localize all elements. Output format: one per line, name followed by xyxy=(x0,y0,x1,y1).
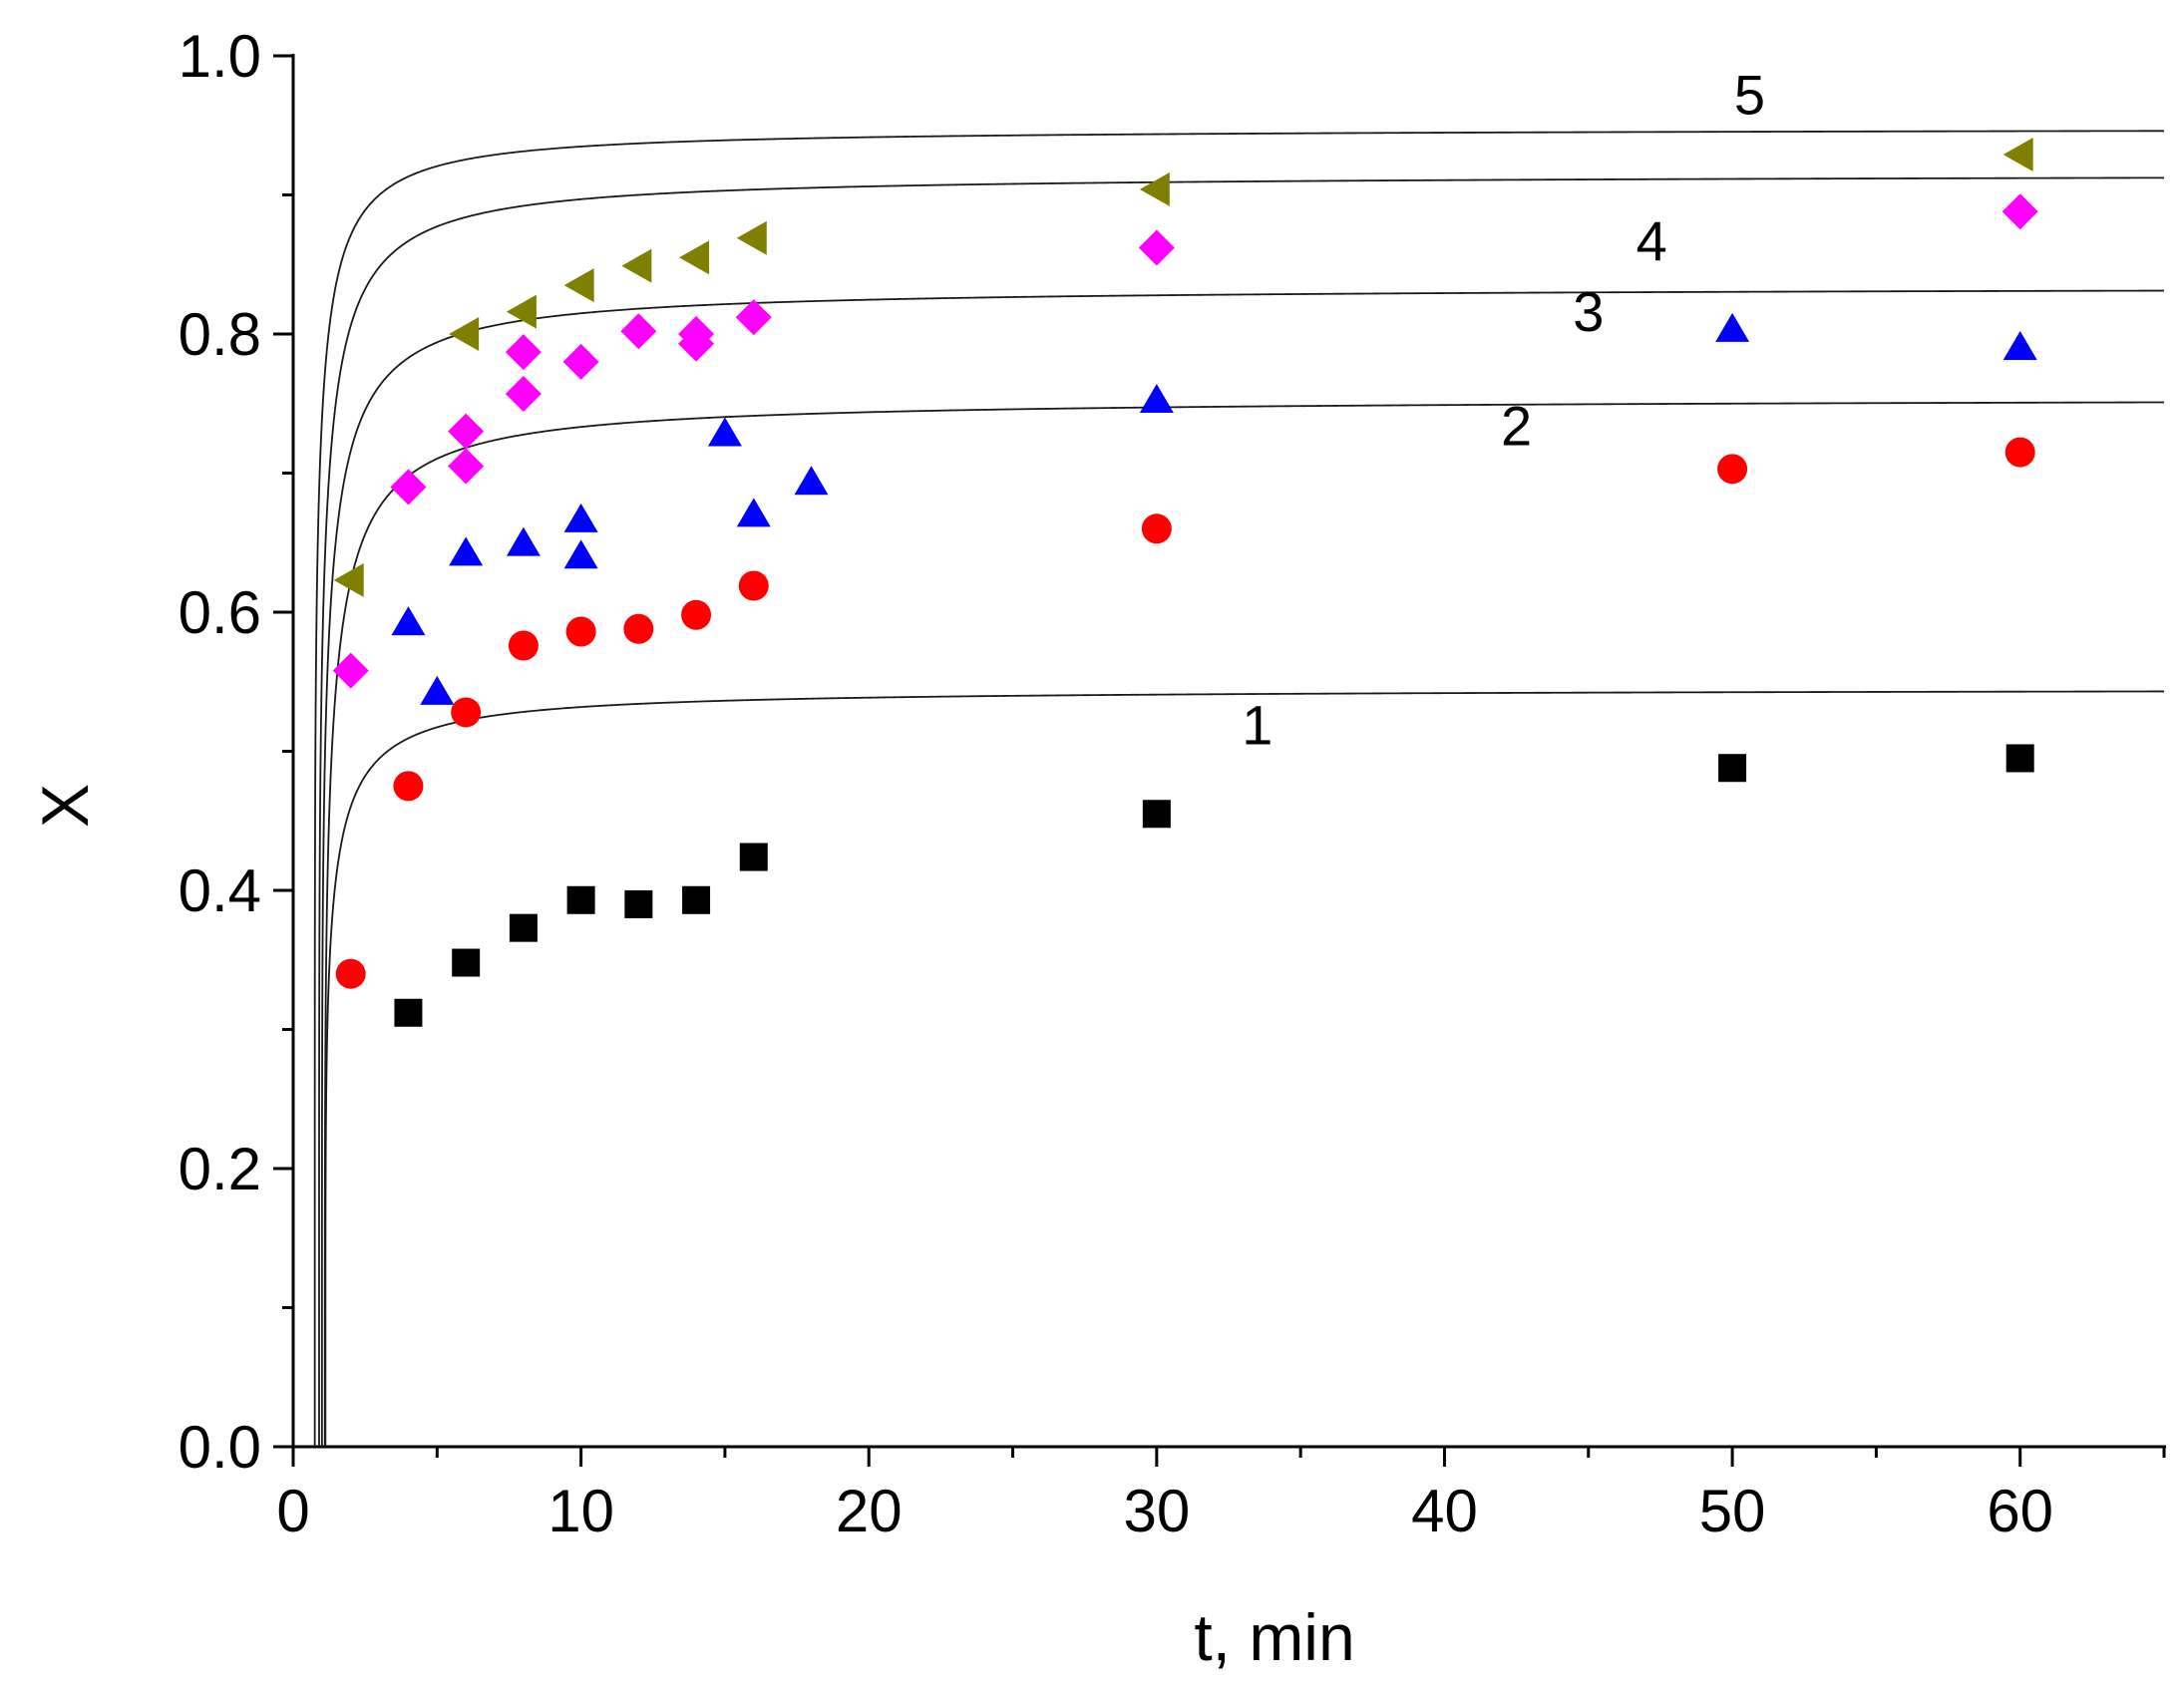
x-tick-label: 50 xyxy=(1699,1478,1766,1544)
data-point-series-5 xyxy=(506,294,537,329)
x-tick-label: 60 xyxy=(1987,1478,2053,1544)
data-point-series-2 xyxy=(565,616,596,647)
y-tick-label: 0.0 xyxy=(179,1414,261,1481)
data-point-series-4 xyxy=(735,299,772,336)
data-point-series-3 xyxy=(2002,330,2037,360)
data-point-series-5 xyxy=(449,317,480,351)
data-point-series-2 xyxy=(508,630,539,661)
curve-label-1: 1 xyxy=(1242,694,1273,757)
data-point-series-2 xyxy=(738,570,769,601)
y-tick-label: 0.8 xyxy=(179,301,261,368)
data-point-series-3 xyxy=(420,675,455,705)
data-point-series-4 xyxy=(448,413,485,450)
data-point-series-4 xyxy=(505,375,542,412)
data-point-series-2 xyxy=(623,613,654,644)
fit-curve-4 xyxy=(318,176,2165,1447)
x-tick-label: 0 xyxy=(276,1478,309,1544)
data-point-series-5 xyxy=(736,220,767,255)
curve-label-4: 4 xyxy=(1637,209,1667,272)
data-point-series-4 xyxy=(332,652,369,689)
x-tick-label: 10 xyxy=(547,1478,614,1544)
data-point-series-2 xyxy=(335,958,366,989)
x-tick-label: 20 xyxy=(836,1478,903,1544)
fit-curve-5 xyxy=(313,130,2165,1447)
fit-curve-2 xyxy=(323,401,2165,1447)
data-point-series-5 xyxy=(1139,171,1170,206)
data-point-series-5 xyxy=(333,562,364,597)
data-point-series-1 xyxy=(1142,800,1171,829)
data-point-series-5 xyxy=(679,240,710,275)
data-point-series-3 xyxy=(391,606,426,636)
data-point-series-4 xyxy=(620,313,657,350)
fit-curve-3 xyxy=(320,289,2165,1447)
data-point-series-4 xyxy=(448,448,485,485)
data-point-series-3 xyxy=(1139,383,1174,413)
data-point-series-5 xyxy=(2002,138,2033,172)
data-point-series-3 xyxy=(1715,312,1750,342)
data-point-series-3 xyxy=(736,498,771,527)
data-point-series-3 xyxy=(563,503,598,532)
data-point-series-4 xyxy=(562,343,599,380)
data-point-series-4 xyxy=(678,316,715,352)
data-point-series-1 xyxy=(394,998,423,1027)
fit-curve-1 xyxy=(324,690,2165,1448)
data-point-series-1 xyxy=(509,913,538,942)
data-point-series-3 xyxy=(506,526,541,556)
data-point-series-2 xyxy=(2004,437,2035,468)
data-point-series-4 xyxy=(1138,229,1175,266)
y-tick-label: 1.0 xyxy=(179,23,261,90)
data-point-series-2 xyxy=(1717,454,1748,485)
data-point-series-2 xyxy=(393,771,424,802)
data-points xyxy=(332,138,2038,1027)
data-point-series-1 xyxy=(1718,754,1747,783)
data-point-series-4 xyxy=(505,334,542,371)
data-point-series-3 xyxy=(449,536,484,566)
data-point-series-2 xyxy=(451,697,482,728)
data-point-series-1 xyxy=(566,885,595,914)
x-tick-label: 30 xyxy=(1123,1478,1190,1544)
data-point-series-1 xyxy=(624,889,653,918)
data-point-series-3 xyxy=(707,417,742,447)
y-axis-title: X xyxy=(28,784,102,828)
data-point-series-1 xyxy=(452,948,481,977)
y-tick-label: 0.6 xyxy=(179,579,261,646)
data-point-series-1 xyxy=(739,843,768,871)
data-point-series-2 xyxy=(1141,513,1172,544)
data-point-series-4 xyxy=(2002,193,2038,230)
data-point-series-1 xyxy=(682,885,711,914)
x-axis-title: t, min xyxy=(1194,1600,1354,1674)
x-tick-label: 40 xyxy=(1411,1478,1478,1544)
y-tick-label: 0.4 xyxy=(179,857,261,924)
data-point-series-3 xyxy=(794,466,829,496)
axes: 0 10 20 30 40 50 60 0.0 0.2 0.4 0.6 0.8 1.0 xyxy=(179,23,2166,1544)
data-point-series-1 xyxy=(2005,744,2034,773)
data-point-series-5 xyxy=(621,248,652,283)
data-point-series-5 xyxy=(563,268,594,303)
data-point-series-3 xyxy=(563,539,598,569)
curve-labels: 1 234 5 xyxy=(1242,64,1765,757)
fit-curves xyxy=(313,130,2165,1448)
data-point-series-4 xyxy=(390,469,427,506)
curve-label-2: 2 xyxy=(1501,395,1532,458)
data-point-series-2 xyxy=(681,599,712,630)
curve-label-5: 5 xyxy=(1734,64,1765,127)
curve-label-3: 3 xyxy=(1573,280,1604,343)
y-tick-label: 0.2 xyxy=(179,1136,261,1202)
